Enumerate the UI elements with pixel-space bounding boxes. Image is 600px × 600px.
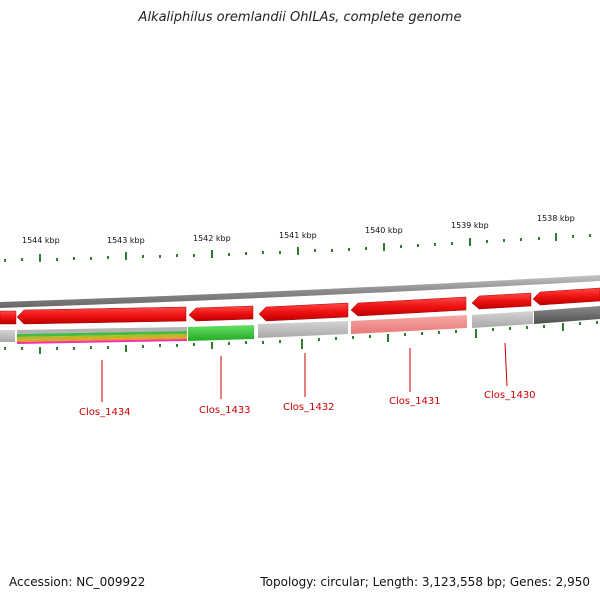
cds-track bbox=[0, 287, 600, 325]
feature-block-clos-1433 bbox=[188, 325, 254, 341]
gene-label-clos-1431[interactable]: Clos_1431 bbox=[389, 396, 441, 407]
feature-block-dark bbox=[534, 306, 600, 324]
feature-block bbox=[0, 330, 15, 342]
scale-label-1543: 1543 kbp bbox=[107, 236, 145, 245]
cds-arrow[interactable] bbox=[532, 287, 600, 306]
gene-label-clos-1430[interactable]: Clos_1430 bbox=[484, 390, 536, 401]
inner-scale-ticks bbox=[4, 321, 598, 354]
cds-arrow-clos-1433[interactable] bbox=[188, 305, 254, 322]
scale-label-1542: 1542 kbp bbox=[193, 234, 231, 243]
feature-block-clos-1431 bbox=[351, 315, 467, 334]
cds-arrow-clos-1430[interactable] bbox=[471, 292, 532, 310]
gene-label-leaders bbox=[101, 342, 508, 402]
cds-arrow-clos-1434[interactable] bbox=[16, 306, 187, 325]
scale-label-1538: 1538 kbp bbox=[537, 214, 575, 223]
cds-arrow-clos-1432[interactable] bbox=[258, 302, 349, 322]
feature-stripe-orange bbox=[17, 337, 187, 342]
feature-block-clos-1432 bbox=[258, 321, 348, 338]
gene-label-clos-1434[interactable]: Clos_1434 bbox=[79, 407, 131, 418]
feature-stripe-olive bbox=[17, 334, 187, 340]
scale-label-1544: 1544 kbp bbox=[22, 236, 60, 245]
backbone-arc bbox=[0, 275, 600, 308]
feature-stripe-green bbox=[17, 331, 187, 337]
gene-label-clos-1432[interactable]: Clos_1432 bbox=[283, 402, 335, 413]
feature-track bbox=[0, 306, 600, 344]
scale-label-1541: 1541 kbp bbox=[279, 231, 317, 240]
genome-stats-text: Topology: circular; Length: 3,123,558 bp… bbox=[260, 575, 590, 589]
scale-label-1539: 1539 kbp bbox=[451, 221, 489, 230]
accession-text: Accession: NC_009922 bbox=[9, 575, 146, 589]
feature-stripe-magenta bbox=[17, 339, 187, 344]
outer-scale-ticks bbox=[4, 233, 591, 262]
gene-label-clos-1433[interactable]: Clos_1433 bbox=[199, 405, 251, 416]
cds-arrow[interactable] bbox=[0, 310, 17, 325]
feature-block-clos-1434 bbox=[17, 327, 187, 334]
cds-arrow-clos-1431[interactable] bbox=[350, 296, 467, 317]
scale-label-1540: 1540 kbp bbox=[365, 226, 403, 235]
map-title: Alkaliphilus oremlandii OhILAs, complete… bbox=[138, 10, 462, 25]
feature-block-clos-1430-light bbox=[472, 311, 533, 328]
